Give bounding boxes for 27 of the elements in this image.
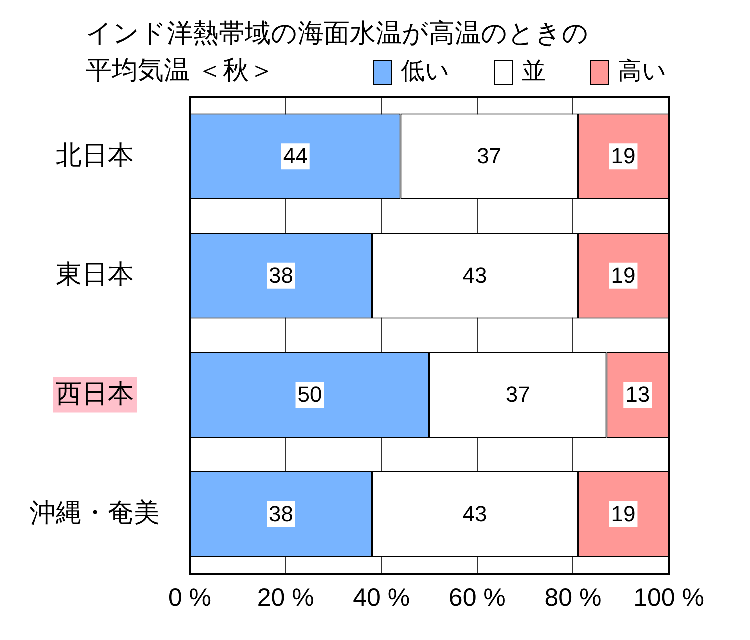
y-tick-label: 沖縄・奄美 (30, 498, 160, 528)
x-tick-label: 0 % (168, 584, 212, 612)
data-label: 19 (611, 144, 636, 169)
data-label: 19 (611, 501, 636, 526)
data-label: 43 (462, 501, 488, 526)
y-tick-label: 東日本 (56, 259, 134, 290)
x-tick-label: 40 % (353, 584, 410, 612)
data-label: 38 (269, 262, 294, 288)
legend-label: 低い (401, 58, 450, 86)
data-label: 13 (626, 382, 650, 408)
chart-title: インド洋熱帯域の海面水温が高温のときの (86, 18, 589, 48)
x-tick-label: 20 % (257, 584, 314, 612)
x-tick-label: 80 % (544, 584, 602, 612)
x-tick-label: 100 % (634, 584, 704, 612)
series-label: 並 (522, 58, 546, 86)
data-label: 19 (611, 262, 636, 288)
data-label: 50 (298, 382, 322, 408)
x-tick-label: 60 % (448, 584, 506, 612)
data-label: 38 (269, 501, 294, 526)
y-tick-label: 北日本 (56, 140, 134, 170)
legend-label: 高い (618, 58, 667, 86)
data-label: 37 (506, 382, 530, 408)
chart-subtitle: 平均気温 ＜秋＞ (86, 55, 276, 86)
y-tick-label: 西日本 (56, 378, 134, 408)
data-label: 43 (462, 262, 488, 288)
data-label: 44 (283, 144, 308, 169)
data-label: 37 (477, 144, 502, 169)
